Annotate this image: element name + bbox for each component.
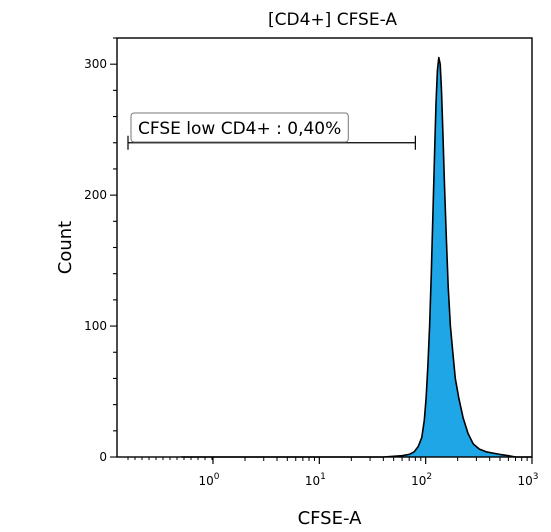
y-tick-label: 100: [84, 319, 107, 333]
x-tick-label: 101: [305, 472, 326, 488]
y-axis-title: Count: [55, 221, 76, 274]
y-tick-label: 300: [84, 57, 107, 71]
x-tick-label: 100: [198, 472, 219, 488]
gate-label: CFSE low CD4+ : 0,40%: [138, 119, 341, 139]
x-axis-title: CFSE-A: [298, 508, 363, 529]
x-tick-label: 102: [411, 472, 432, 488]
y-tick-label: 200: [84, 188, 107, 202]
x-tick-label: 103: [517, 472, 538, 488]
y-tick-label: 0: [99, 450, 107, 464]
chart-title: [CD4+] CFSE-A: [268, 10, 397, 30]
plot-area: 0 100 200 300 100 101 102 103: [84, 37, 538, 488]
histogram-fill: [181, 57, 532, 457]
gate[interactable]: CFSE low CD4+ : 0,40%: [127, 112, 416, 150]
histogram-outline: [181, 56, 532, 458]
plot-frame: [116, 37, 533, 458]
gate-label-box[interactable]: [130, 112, 349, 143]
